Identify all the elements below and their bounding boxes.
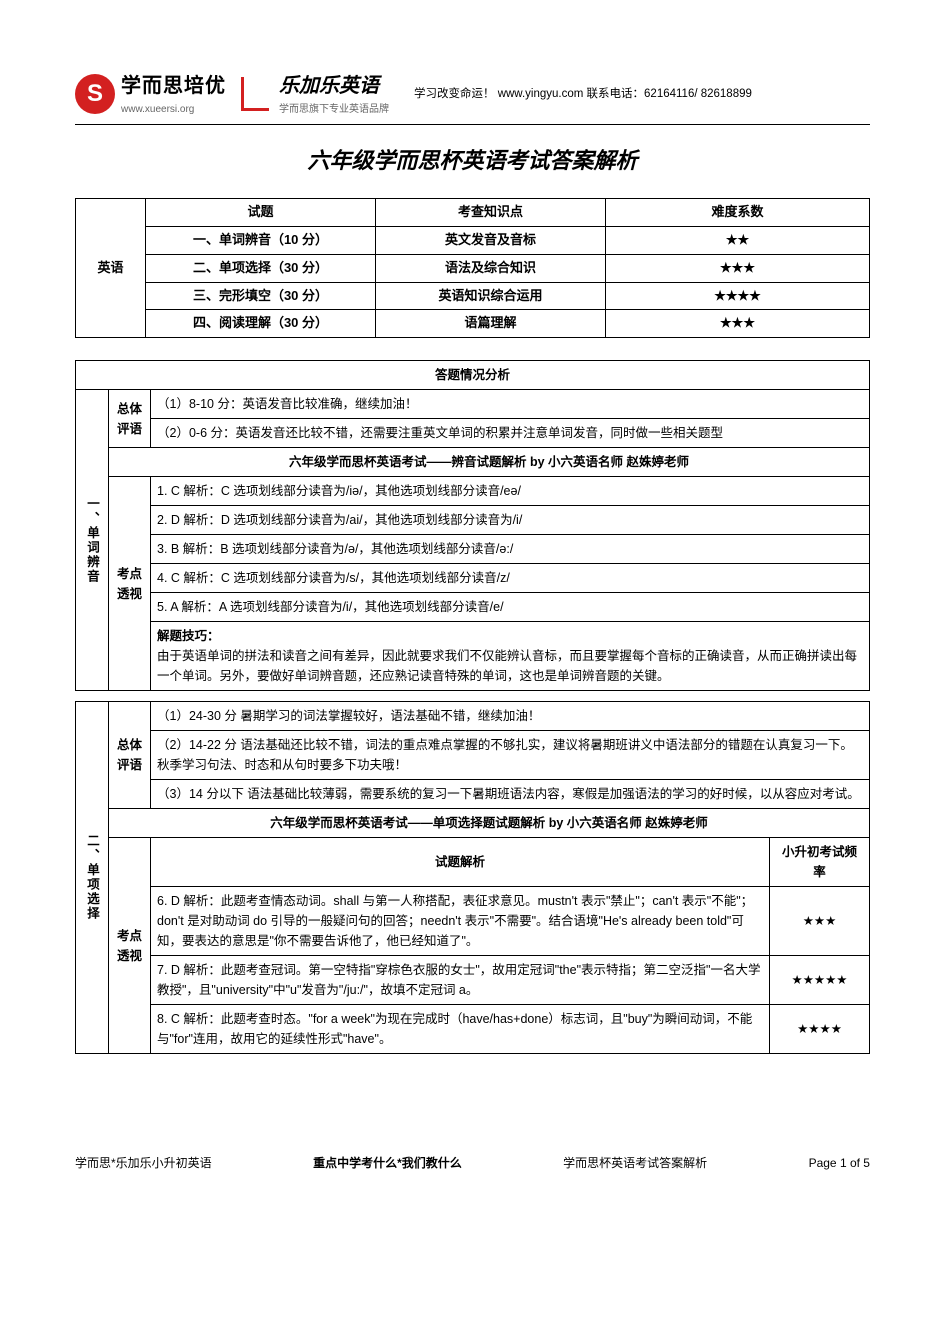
- overall-row: （2）0-6 分：英语发音还比较不错，还需要注重英文单词的积累并注意单词发音，同…: [151, 419, 870, 448]
- table-row: 一、单词辨音（10 分）英文发音及音标★★: [76, 226, 870, 254]
- analysis-header: 答题情况分析: [76, 361, 870, 390]
- item-row: 7. D 解析：此题考查冠词。第一空特指"穿棕色衣服的女士"，故用定冠词"the…: [76, 956, 870, 1005]
- tip-cell: 解题技巧： 由于英语单词的拼法和读音之间有差异，因此就要求我们不仅能辨认音标，而…: [151, 622, 870, 691]
- item-stars: ★★★: [770, 887, 870, 956]
- footer-left: 学而思*乐加乐小升初英语: [75, 1154, 212, 1173]
- section2-label: 二、单项选择: [76, 702, 109, 1054]
- logo-s-icon: S: [75, 74, 115, 114]
- header-tagline: 学习改变命运！ www.yingyu.com 联系电话：62164116/ 82…: [414, 85, 752, 103]
- page-header: S 学而思培优 www.xueersi.org 乐加乐英语 学而思旗下专业英语品…: [75, 70, 870, 125]
- item-stars: ★★★★: [770, 1005, 870, 1054]
- logo1-title: 学而思培优: [121, 70, 226, 102]
- item-stars: ★★★★★: [770, 956, 870, 1005]
- section2-table: 二、单项选择 总体评语 （1）24-30 分 暑期学习的词法掌握较好，语法基础不…: [75, 701, 870, 1054]
- section1-table: 答题情况分析 一、单词辨音 总体评语 （1）8-10 分：英语发音比较准确，继续…: [75, 360, 870, 691]
- hdr-question: 试题: [146, 199, 376, 227]
- col-explanation: 试题解析: [151, 838, 770, 887]
- logo1-sub: www.xueersi.org: [121, 102, 226, 118]
- item-text: 7. D 解析：此题考查冠词。第一空特指"穿棕色衣服的女士"，故用定冠词"the…: [151, 956, 770, 1005]
- page-title: 六年级学而思杯英语考试答案解析: [75, 143, 870, 178]
- logo-xueersi: S 学而思培优 www.xueersi.org: [75, 70, 226, 118]
- item-row: 6. D 解析：此题考查情态动词。shall 与第一人称搭配，表征求意见。mus…: [76, 887, 870, 956]
- footer-right1: 学而思杯英语考试答案解析: [563, 1154, 707, 1173]
- logo2-sub: 学而思旗下专业英语品牌: [279, 102, 389, 118]
- overview-table: 英语 试题 考查知识点 难度系数 一、单词辨音（10 分）英文发音及音标★★ 二…: [75, 198, 870, 338]
- logo-lejiale: 乐加乐英语 学而思旗下专业英语品牌: [241, 70, 389, 118]
- page-footer: 学而思*乐加乐小升初英语 重点中学考什么*我们教什么 学而思杯英语考试答案解析 …: [75, 1154, 870, 1173]
- tip-title: 解题技巧：: [157, 629, 220, 643]
- point-row: 2. D 解析：D 选项划线部分读音为/ai/，其他选项划线部分读音为/i/: [151, 506, 870, 535]
- point-row: 5. A 解析：A 选项划线部分读音为/i/，其他选项划线部分读音/e/: [151, 593, 870, 622]
- section2-subheader: 六年级学而思杯英语考试——单项选择题试题解析 by 小六英语名师 赵姝婷老师: [109, 809, 870, 838]
- logo-l-icon: [241, 77, 269, 111]
- overall-row: （1）8-10 分：英语发音比较准确，继续加油！: [151, 390, 870, 419]
- hdr-knowledge: 考查知识点: [376, 199, 606, 227]
- footer-right2: Page 1 of 5: [809, 1154, 870, 1173]
- table-row: 二、单项选择（30 分）语法及综合知识★★★: [76, 254, 870, 282]
- point-row: 4. C 解析：C 选项划线部分读音为/s/，其他选项划线部分读音/z/: [151, 564, 870, 593]
- item-text: 8. C 解析：此题考查时态。"for a week"为现在完成时（have/h…: [151, 1005, 770, 1054]
- point-row: 1. C 解析：C 选项划线部分读音为/iə/，其他选项划线部分读音/eə/: [151, 477, 870, 506]
- item-row: 8. C 解析：此题考查时态。"for a week"为现在完成时（have/h…: [76, 1005, 870, 1054]
- section1-label: 一、单词辨音: [76, 390, 109, 691]
- col-frequency: 小升初考试频率: [770, 838, 870, 887]
- logo2-title: 乐加乐英语: [279, 70, 389, 102]
- overall-row: （1）24-30 分 暑期学习的词法掌握较好，语法基础不错，继续加油！: [151, 702, 870, 731]
- footer-mid: 重点中学考什么*我们教什么: [313, 1154, 462, 1173]
- point-label2: 考点透视: [109, 838, 151, 1054]
- item-text: 6. D 解析：此题考查情态动词。shall 与第一人称搭配，表征求意见。mus…: [151, 887, 770, 956]
- section1-subheader: 六年级学而思杯英语考试——辨音试题解析 by 小六英语名师 赵姝婷老师: [109, 448, 870, 477]
- subject-cell: 英语: [76, 199, 146, 338]
- table-row: 四、阅读理解（30 分）语篇理解★★★: [76, 310, 870, 338]
- table-row: 三、完形填空（30 分）英语知识综合运用★★★★: [76, 282, 870, 310]
- overall-label: 总体评语: [109, 390, 151, 448]
- hdr-difficulty: 难度系数: [606, 199, 870, 227]
- overall-label2: 总体评语: [109, 702, 151, 809]
- overall-row: （3）14 分以下 语法基础比较薄弱，需要系统的复习一下暑期班语法内容，寒假是加…: [151, 780, 870, 809]
- overall-row: （2）14-22 分 语法基础还比较不错，词法的重点难点掌握的不够扎实，建议将暑…: [151, 731, 870, 780]
- point-label: 考点透视: [109, 477, 151, 691]
- point-row: 3. B 解析：B 选项划线部分读音为/ə/，其他选项划线部分读音/ə:/: [151, 535, 870, 564]
- tip-body: 由于英语单词的拼法和读音之间有差异，因此就要求我们不仅能辨认音标，而且要掌握每个…: [157, 649, 857, 683]
